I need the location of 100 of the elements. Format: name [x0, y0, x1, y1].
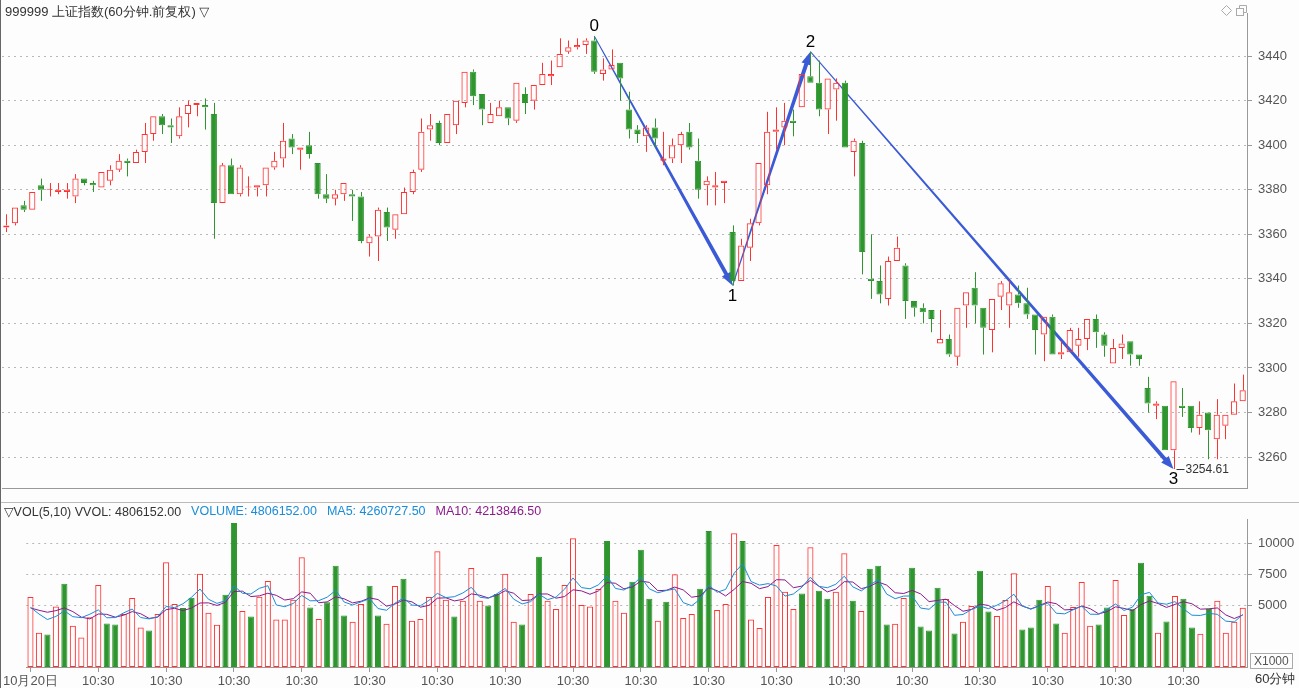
x-tick-label: 10:30: [82, 673, 115, 688]
candlestick: [314, 163, 321, 200]
text: MA10: 4213846.50: [435, 504, 542, 519]
bar: [485, 605, 492, 667]
y-tick-label: 10000: [1258, 535, 1295, 551]
bar: [366, 585, 373, 667]
x-tick-label: 10:30: [488, 673, 522, 688]
candlestick: [876, 264, 883, 304]
bar: [629, 581, 636, 667]
bar: [324, 602, 331, 667]
candlestick: [729, 224, 736, 287]
candlestick: [1101, 331, 1108, 358]
bar: [44, 634, 51, 667]
bar: [61, 583, 68, 667]
bar: [663, 601, 670, 667]
bar: [146, 630, 153, 667]
x-tick-label: 10:30: [421, 673, 454, 688]
candlestick: [470, 68, 477, 106]
candlestick: [323, 173, 330, 204]
candlestick: [1204, 412, 1212, 460]
bar: [400, 578, 407, 667]
bar: [798, 593, 805, 667]
bar: [103, 623, 110, 667]
bar: [909, 567, 916, 667]
candlestick: [1187, 405, 1194, 434]
candlestick: [383, 207, 390, 242]
y-tick-label: 7500: [1258, 566, 1287, 582]
bar: [934, 587, 941, 667]
x-tick-label: 10:30: [556, 673, 590, 688]
candlestick: [841, 80, 849, 148]
legend-title: ▽VOL(5,10) VVOL: 4806152.00: [4, 504, 182, 519]
bar: [1163, 621, 1170, 667]
bar: [180, 607, 187, 667]
candlestick: [694, 138, 702, 200]
candlestick: [971, 271, 978, 324]
y-tick-label: 3380: [1258, 181, 1287, 197]
candlestick: [591, 35, 598, 75]
bar: [849, 600, 856, 667]
candlestick: [305, 131, 313, 160]
x-tick-label: 10:30: [285, 673, 319, 688]
text: MA5: 4260727.50: [326, 504, 426, 519]
y-axis-title: X1000: [1250, 653, 1293, 669]
y-tick-label: 3260: [1258, 448, 1287, 464]
candlestick: [435, 120, 442, 146]
bar: [875, 565, 882, 667]
candlestick: [1092, 313, 1099, 349]
bar: [112, 624, 119, 667]
x-tick-label: 10:30: [149, 673, 183, 688]
annotation: 1: [727, 285, 738, 305]
bar: [1027, 627, 1034, 667]
bar: [705, 530, 712, 667]
bar: [1053, 623, 1060, 667]
annotation: 3: [1168, 469, 1179, 489]
x-tick-label: 10:30: [217, 673, 251, 688]
bar: [519, 624, 526, 667]
candlestick: [37, 178, 45, 202]
bar: [1205, 608, 1212, 667]
bar: [917, 626, 924, 667]
x-tick-label: 10:30: [692, 673, 725, 688]
y-tick-label: 3280: [1258, 404, 1287, 420]
bar: [1137, 562, 1145, 667]
bar: [926, 630, 933, 667]
x-tick-label: 10:30: [963, 673, 997, 688]
candlestick: [686, 122, 693, 151]
y-tick-label: 3340: [1258, 270, 1287, 286]
bar: [374, 615, 382, 667]
x-tick-label: 10:30: [624, 673, 658, 688]
candlestick: [859, 140, 866, 275]
bar: [824, 598, 831, 667]
bar: [739, 540, 746, 667]
bar: [603, 540, 610, 667]
x-tick-label: 10:30: [1167, 673, 1200, 688]
bar: [1036, 599, 1043, 667]
bar: [976, 570, 984, 667]
y-tick-label: 3400: [1258, 136, 1287, 152]
y-tick-label: 3320: [1258, 314, 1287, 330]
y-tick-label: 3360: [1258, 225, 1287, 241]
candlestick: [1032, 314, 1039, 356]
x-tick-label: 10:30: [353, 673, 386, 688]
bar: [1095, 624, 1102, 667]
y-tick-label: 3420: [1258, 92, 1287, 108]
bar: [247, 616, 254, 667]
bar: [1180, 598, 1187, 667]
bar: [451, 616, 458, 667]
bar: [1188, 627, 1195, 667]
bar: [951, 633, 958, 667]
bar: [1146, 595, 1153, 667]
candlestick: [928, 310, 935, 333]
x-tick-label: 10:30: [828, 673, 861, 688]
annotation: 2: [805, 31, 816, 51]
y-tick-label: 5000: [1258, 596, 1287, 612]
candlestick: [815, 60, 823, 117]
candlestick: [504, 107, 511, 126]
bar: [815, 590, 822, 667]
candlestick: [625, 91, 632, 140]
annotation: 0: [589, 16, 599, 36]
x-tick-label: 10:30: [760, 673, 793, 688]
bar: [985, 611, 992, 667]
y-tick-label: 3440: [1258, 47, 1287, 63]
candlestick: [210, 102, 217, 240]
